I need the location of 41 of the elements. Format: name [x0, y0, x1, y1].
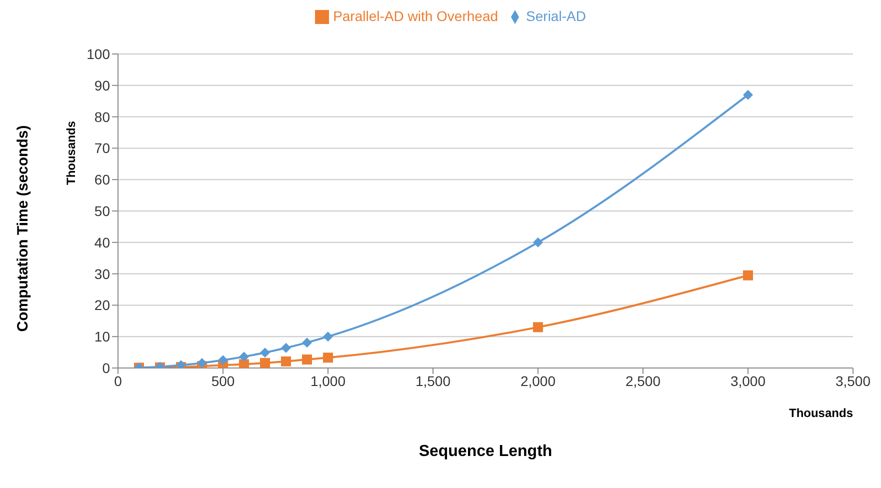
x-tick-label: 3,000 — [730, 372, 766, 389]
x-tick-label: 1,000 — [310, 372, 346, 389]
y-tick-label: 90 — [94, 77, 110, 94]
point — [281, 356, 291, 366]
point — [743, 270, 753, 280]
point — [302, 354, 312, 365]
x-tick-label: 0 — [114, 372, 122, 389]
y-tick-label: 70 — [94, 140, 110, 156]
legend-label: Serial-AD — [526, 8, 586, 24]
x-tick-label: 500 — [211, 372, 235, 389]
y-tick-label: 0 — [102, 360, 110, 376]
y-tick-label: 50 — [94, 202, 110, 219]
point — [743, 90, 753, 100]
x-axis-title: Sequence Length — [418, 443, 554, 461]
y-tick-label: 20 — [94, 297, 110, 314]
x-tick-label: 1,500 — [415, 372, 451, 389]
y-tick-label: 80 — [94, 108, 110, 125]
point — [260, 348, 270, 358]
y-tick-label: 100 — [86, 46, 110, 62]
point — [281, 342, 291, 353]
x-tick-label: 2,000 — [520, 372, 556, 389]
y-tick-label: 60 — [94, 172, 110, 188]
point — [323, 332, 333, 342]
legend-label: Parallel-AD with Overhead — [333, 8, 498, 24]
y-axis-title: Computation Time (seconds) — [14, 124, 32, 332]
point — [260, 358, 270, 368]
point — [239, 359, 249, 368]
point — [323, 352, 333, 363]
point — [302, 338, 312, 348]
y-tick-label: 30 — [94, 266, 110, 282]
point — [197, 358, 207, 368]
text: Thousands — [788, 406, 853, 420]
x-tick-label: 2,500 — [625, 372, 661, 389]
y-tick-label: 10 — [94, 328, 110, 345]
text: Thousands — [64, 120, 78, 186]
x-tick-label: 3,500 — [835, 372, 871, 389]
point — [533, 237, 543, 248]
y-tick-label: 40 — [94, 234, 110, 250]
point — [218, 355, 228, 366]
point — [533, 322, 543, 332]
point — [239, 352, 249, 362]
